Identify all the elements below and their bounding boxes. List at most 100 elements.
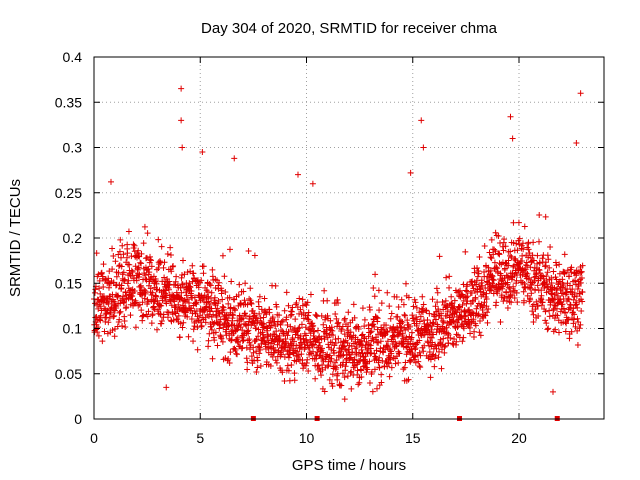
data-point [434,289,441,296]
data-point [167,251,174,258]
data-point [553,262,560,269]
data-point [410,303,417,310]
data-point [568,264,575,271]
data-point [307,291,314,298]
data-point [434,299,441,306]
data-point [546,313,553,320]
data-point [285,328,292,335]
data-point [491,246,498,253]
x-tick-label: 5 [196,430,204,446]
data-point [476,253,483,260]
axis-ticks [93,56,604,420]
data-point [469,282,476,289]
y-tick-label: 0.15 [55,275,82,291]
data-point [483,290,490,297]
data-point [511,294,518,301]
data-point [177,320,184,327]
data-point [345,323,352,330]
data-point [205,343,212,350]
data-point [312,375,319,382]
data-point [564,267,571,274]
data-point [422,307,429,314]
data-point [226,360,233,367]
data-point [578,275,585,282]
data-point [470,316,477,323]
data-point [274,341,281,348]
data-point [94,329,101,336]
data-point [335,299,342,306]
data-point [138,307,145,314]
data-point [520,288,527,295]
data-point [139,313,146,320]
data-point [548,290,555,297]
data-point [233,350,240,357]
data-point [254,354,261,361]
data-point [428,326,435,333]
data-point [463,294,470,301]
data-point [578,268,585,275]
data-point [339,370,346,377]
data-point [361,335,368,342]
data-point [175,312,182,319]
data-point [415,358,422,365]
data-point [247,285,254,292]
data-point [541,306,548,313]
data-point [348,368,355,375]
data-point [353,344,360,351]
y-tick-label: 0.4 [63,49,83,65]
data-point [150,303,157,310]
data-point [225,355,232,362]
data-point [570,316,577,323]
data-point [161,274,168,281]
data-point [359,331,366,338]
data-point [258,306,265,313]
data-point [326,352,333,359]
data-point [206,330,213,337]
data-point [460,325,467,332]
data-point [269,314,276,321]
data-point [98,269,105,276]
data-point [117,236,124,243]
data-point [396,350,403,357]
data-point [203,303,210,310]
data-point [165,286,172,293]
data-point [184,269,191,276]
data-point [514,247,521,254]
data-point [366,379,373,386]
data-point [123,304,130,311]
data-point [137,282,144,289]
data-point [554,285,561,292]
data-point [300,365,307,372]
data-point [205,298,212,305]
data-point [163,300,170,307]
data-point [412,299,419,306]
data-point [320,349,327,356]
data-point [295,171,301,178]
data-point [546,307,553,314]
data-point [502,243,509,250]
data-point [135,247,142,254]
data-point [125,277,132,284]
data-point [561,271,568,278]
data-point [160,288,167,295]
data-point [220,324,227,331]
data-point [155,236,162,243]
data-point [225,300,232,307]
data-point [474,273,481,280]
data-point [464,281,471,288]
data-point [246,295,253,302]
data-point [109,266,116,273]
data-point [110,252,117,259]
data-point [101,328,108,335]
data-point [367,329,374,336]
data-point [473,281,480,288]
data-point [405,294,412,301]
data-point [287,323,294,330]
data-point [299,296,306,303]
data-point [265,339,272,346]
data-point [464,288,471,295]
data-point [395,359,402,366]
data-point [538,292,545,299]
data-point [542,263,549,270]
data-point [113,304,120,311]
